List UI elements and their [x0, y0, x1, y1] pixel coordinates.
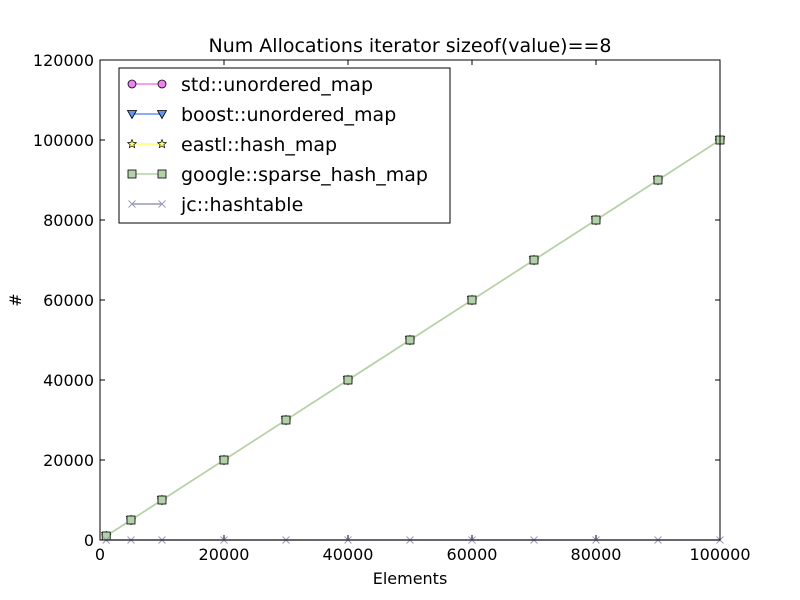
legend-label: std::unordered_map: [181, 74, 373, 96]
x-axis-label: Elements: [373, 569, 448, 588]
y-tick-label: 60000: [43, 291, 94, 310]
legend-marker: [126, 138, 138, 149]
legend-entry: boost::unordered_map: [126, 104, 396, 126]
x-marker-stroke: [128, 200, 136, 208]
data-point: [591, 215, 601, 225]
x-tick-label: 0: [95, 545, 105, 564]
legend-marker: [156, 138, 168, 149]
x-marker-stroke: [158, 200, 166, 208]
legend-entry: std::unordered_map: [127, 74, 373, 96]
legend-marker: [157, 79, 167, 89]
data-point: [219, 455, 229, 465]
legend-label: jc::hashtable: [180, 194, 303, 216]
x-tick-label: 100000: [689, 545, 750, 564]
y-tick-label: 20000: [43, 451, 94, 470]
y-tick-label: 40000: [43, 371, 94, 390]
data-point: [281, 415, 291, 425]
data-point: [467, 295, 477, 305]
y-tick-label: 0: [84, 531, 94, 550]
legend-marker: [158, 200, 166, 208]
plot-frame: [99, 59, 721, 541]
x-tick-label: 40000: [323, 545, 374, 564]
legend-marker: [127, 169, 137, 179]
legend-box: [118, 67, 451, 224]
data-point: [157, 495, 167, 505]
x-tick-label: 80000: [571, 545, 622, 564]
data-point: [529, 255, 539, 265]
legend-marker: [128, 200, 136, 208]
data-point: [343, 375, 353, 385]
y-tick-label: 120000: [33, 51, 94, 70]
legend-label: google::sparse_hash_map: [181, 164, 428, 186]
legend-marker: [157, 169, 167, 179]
legend-entry: jc::hashtable: [128, 194, 303, 216]
chart-title: Num Allocations iterator sizeof(value)==…: [208, 35, 611, 57]
data-point: [653, 175, 663, 185]
data-point: [101, 531, 111, 541]
legend-label: eastl::hash_map: [181, 134, 337, 156]
y-tick-label: 80000: [43, 211, 94, 230]
x-tick-label: 60000: [447, 545, 498, 564]
plot-series: [101, 134, 726, 544]
legend-entry: google::sparse_hash_map: [127, 164, 428, 186]
legend: std::unordered_mapboost::unordered_mapea…: [118, 67, 451, 224]
data-point: [126, 515, 136, 525]
series-line: [105, 139, 721, 537]
legend-marker: [156, 110, 168, 120]
legend-marker: [126, 110, 138, 120]
legend-entry: eastl::hash_map: [126, 134, 337, 156]
legend-label: boost::unordered_map: [181, 104, 396, 126]
y-tick-label: 100000: [33, 131, 94, 150]
data-point: [405, 335, 415, 345]
y-axis-label: #: [6, 293, 25, 306]
axis-ticks: 0 20000 40000 60000 80000 100000 0 20000 40000 60…: [33, 51, 751, 564]
x-tick-label: 20000: [199, 545, 250, 564]
legend-marker: [127, 79, 137, 89]
